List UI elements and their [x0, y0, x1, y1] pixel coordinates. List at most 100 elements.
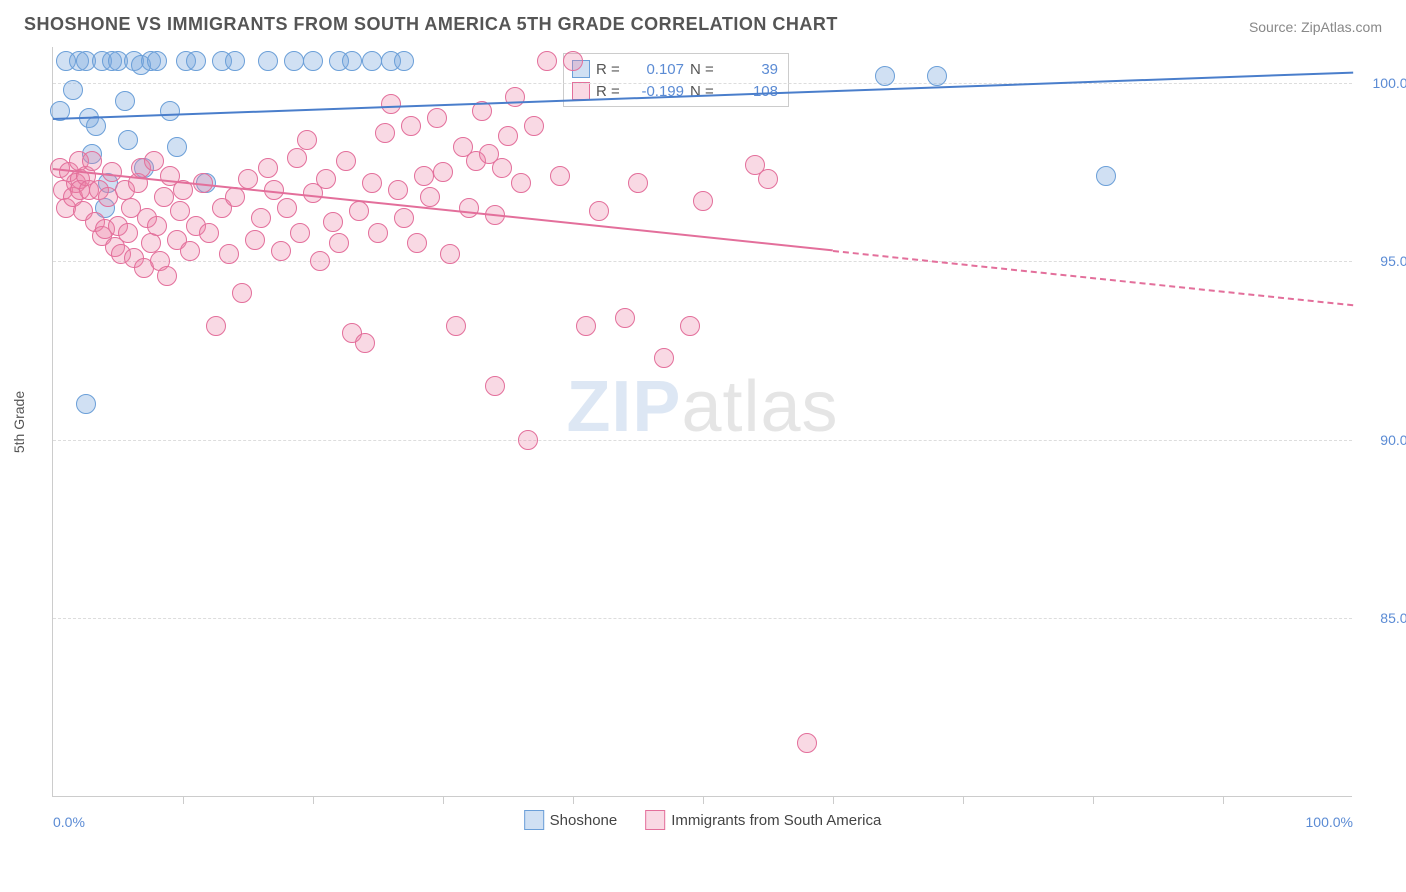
x-tick: [443, 796, 444, 804]
data-point: [219, 244, 239, 264]
legend-swatch: [572, 82, 590, 100]
data-point: [118, 130, 138, 150]
data-point: [157, 266, 177, 286]
data-point: [102, 162, 122, 182]
data-point: [82, 151, 102, 171]
data-point: [1096, 166, 1116, 186]
data-point: [232, 283, 252, 303]
data-point: [446, 316, 466, 336]
x-tick: [573, 796, 574, 804]
data-point: [485, 376, 505, 396]
data-point: [550, 166, 570, 186]
data-point: [576, 316, 596, 336]
data-point: [394, 51, 414, 71]
y-axis-title: 5th Grade: [11, 390, 27, 452]
data-point: [433, 162, 453, 182]
trend-line: [833, 250, 1353, 306]
data-point: [180, 241, 200, 261]
data-point: [316, 169, 336, 189]
data-point: [147, 216, 167, 236]
data-point: [505, 87, 525, 107]
x-tick: [183, 796, 184, 804]
x-tick: [1093, 796, 1094, 804]
data-point: [287, 148, 307, 168]
legend-n-label: N =: [690, 61, 718, 78]
data-point: [323, 212, 343, 232]
data-point: [147, 51, 167, 71]
data-point: [160, 101, 180, 121]
data-point: [797, 733, 817, 753]
data-point: [63, 80, 83, 100]
data-point: [927, 66, 947, 86]
y-axis-label: 90.0%: [1380, 432, 1406, 448]
data-point: [251, 208, 271, 228]
data-point: [375, 123, 395, 143]
data-point: [459, 198, 479, 218]
gridline: [53, 440, 1352, 441]
data-point: [349, 201, 369, 221]
source-attribution: Source: ZipAtlas.com: [1249, 19, 1382, 35]
data-point: [758, 169, 778, 189]
data-point: [394, 208, 414, 228]
data-point: [342, 51, 362, 71]
data-point: [245, 230, 265, 250]
data-point: [277, 198, 297, 218]
bottom-legend-item: Immigrants from South America: [645, 808, 881, 832]
data-point: [563, 51, 583, 71]
data-point: [388, 180, 408, 200]
data-point: [680, 316, 700, 336]
data-point: [589, 201, 609, 221]
data-point: [427, 108, 447, 128]
data-point: [303, 51, 323, 71]
gridline: [53, 261, 1352, 262]
watermark: ZIPatlas: [566, 366, 838, 448]
data-point: [511, 173, 531, 193]
legend-series-name: Shoshone: [550, 812, 618, 829]
data-point: [76, 394, 96, 414]
data-point: [524, 116, 544, 136]
data-point: [492, 158, 512, 178]
data-point: [225, 51, 245, 71]
data-point: [362, 51, 382, 71]
y-axis-label: 95.0%: [1380, 253, 1406, 269]
data-point: [186, 51, 206, 71]
x-tick: [703, 796, 704, 804]
x-axis-label: 100.0%: [1306, 814, 1353, 830]
legend-n-value: 108: [724, 83, 778, 100]
gridline: [53, 83, 1352, 84]
data-point: [401, 116, 421, 136]
x-axis-label: 0.0%: [53, 814, 85, 830]
data-point: [284, 51, 304, 71]
x-tick: [313, 796, 314, 804]
data-point: [518, 430, 538, 450]
data-point: [381, 94, 401, 114]
data-point: [537, 51, 557, 71]
x-tick: [963, 796, 964, 804]
data-point: [329, 233, 349, 253]
data-point: [355, 333, 375, 353]
data-point: [420, 187, 440, 207]
data-point: [115, 91, 135, 111]
data-point: [336, 151, 356, 171]
data-point: [206, 316, 226, 336]
legend-stat-row: R =0.107N =39: [572, 58, 778, 80]
data-point: [199, 223, 219, 243]
legend-series-name: Immigrants from South America: [671, 812, 881, 829]
y-axis-label: 85.0%: [1380, 610, 1406, 626]
data-point: [615, 308, 635, 328]
data-point: [693, 191, 713, 211]
data-point: [498, 126, 518, 146]
data-point: [414, 166, 434, 186]
y-axis-label: 100.0%: [1373, 75, 1406, 91]
data-point: [271, 241, 291, 261]
chart-title: SHOSHONE VS IMMIGRANTS FROM SOUTH AMERIC…: [24, 14, 838, 35]
data-point: [628, 173, 648, 193]
legend-n-value: 39: [724, 61, 778, 78]
data-point: [258, 158, 278, 178]
data-point: [238, 169, 258, 189]
data-point: [654, 348, 674, 368]
data-point: [875, 66, 895, 86]
bottom-legend-item: Shoshone: [524, 808, 618, 832]
data-point: [258, 51, 278, 71]
chart-area: 5th Grade ZIPatlas R =0.107N =39R =-0.19…: [52, 47, 1352, 797]
